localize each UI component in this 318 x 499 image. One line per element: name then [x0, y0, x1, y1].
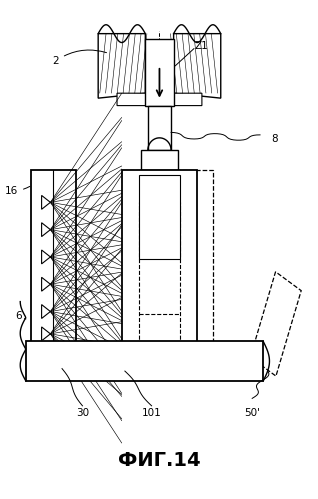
- Bar: [122, 170, 213, 351]
- Text: 30: 30: [76, 408, 89, 418]
- Polygon shape: [98, 33, 145, 98]
- Text: 8: 8: [271, 134, 278, 144]
- Polygon shape: [42, 223, 51, 237]
- Polygon shape: [42, 304, 51, 318]
- Polygon shape: [42, 277, 51, 291]
- Bar: [141, 150, 178, 170]
- Polygon shape: [174, 33, 221, 98]
- Polygon shape: [42, 250, 51, 264]
- Text: 6: 6: [15, 311, 26, 321]
- Polygon shape: [117, 93, 150, 106]
- Text: 101: 101: [142, 408, 162, 418]
- Text: 16: 16: [5, 186, 30, 196]
- Bar: [31, 170, 76, 351]
- Bar: [145, 38, 174, 106]
- Bar: [26, 341, 263, 381]
- Bar: [148, 106, 171, 150]
- Text: Z1: Z1: [194, 41, 208, 51]
- Polygon shape: [42, 196, 51, 209]
- Bar: [139, 175, 180, 259]
- Text: ФИГ.14: ФИГ.14: [118, 451, 201, 470]
- Bar: [122, 170, 197, 351]
- Bar: [139, 292, 180, 351]
- Polygon shape: [42, 327, 51, 341]
- Text: 2: 2: [52, 50, 107, 66]
- Text: 50': 50': [244, 408, 260, 418]
- Polygon shape: [169, 93, 202, 106]
